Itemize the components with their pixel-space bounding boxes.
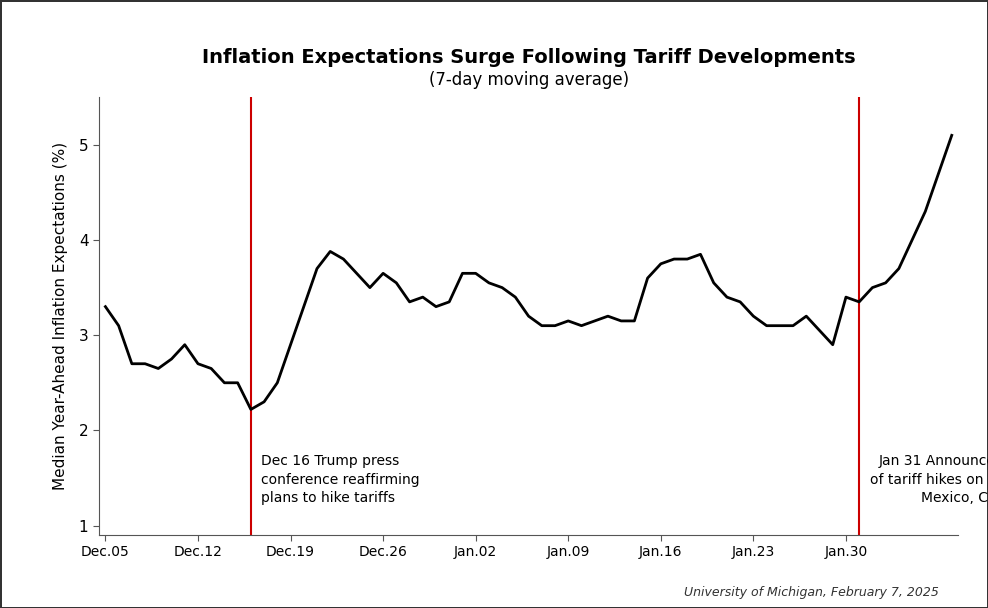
Text: Dec 16 Trump press
conference reaffirming
plans to hike tariffs: Dec 16 Trump press conference reaffirmin… — [262, 454, 420, 505]
Text: University of Michigan, February 7, 2025: University of Michigan, February 7, 2025 — [684, 586, 939, 599]
Y-axis label: Median Year-Ahead Inflation Expectations (%): Median Year-Ahead Inflation Expectations… — [52, 142, 67, 490]
Text: (7-day moving average): (7-day moving average) — [429, 71, 628, 89]
Text: Jan 31 Announcement
of tariff hikes on China,
Mexico, Canada: Jan 31 Announcement of tariff hikes on C… — [869, 454, 988, 505]
Text: Inflation Expectations Surge Following Tariff Developments: Inflation Expectations Surge Following T… — [202, 47, 856, 67]
